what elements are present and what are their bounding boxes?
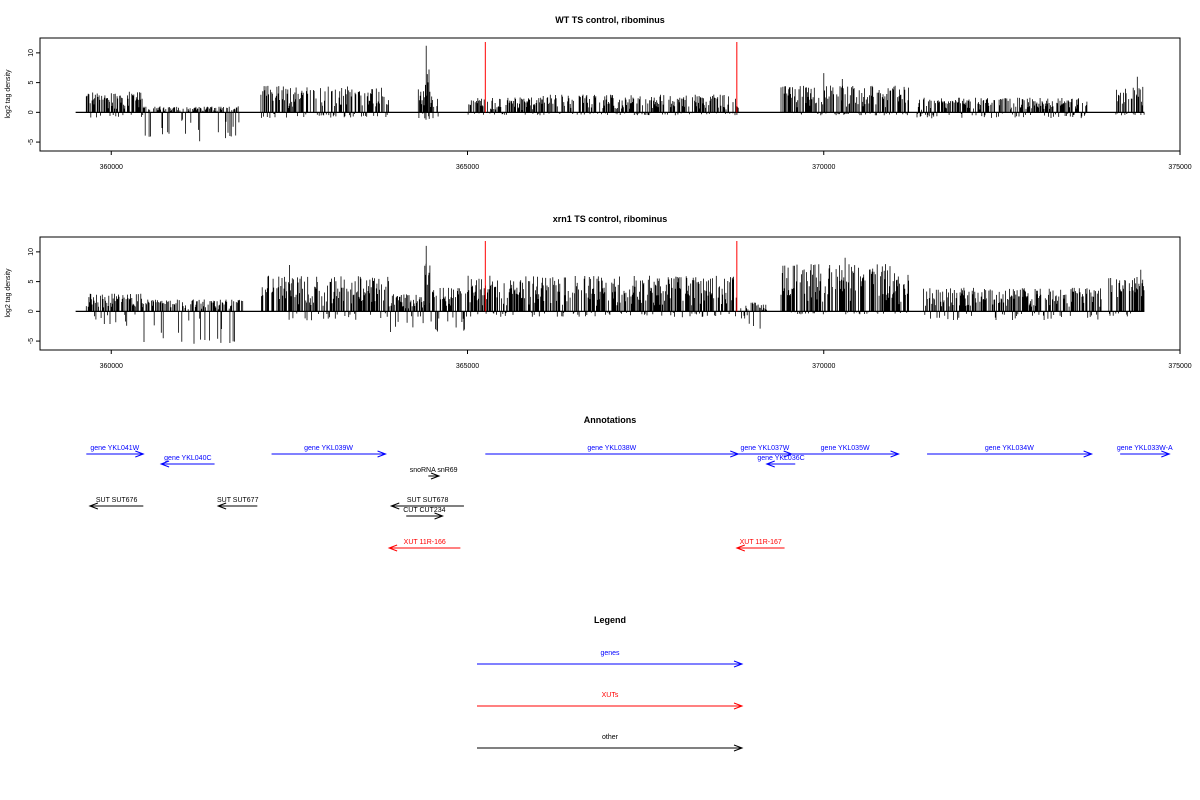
arrow-icon: [733, 744, 744, 752]
density-bars: [85, 45, 1145, 142]
panel-xrn1: xrn1 TS control, ribominus -5 0 5 10 360000 3…: [5, 214, 1192, 370]
feature-label: gene YKL039W: [304, 445, 353, 452]
feature-label: gene YKL041W: [90, 445, 139, 452]
panel-xrn1-bars: [75, 241, 1145, 344]
legend-item: genes: [477, 650, 744, 668]
legend-item: XUTs: [477, 692, 744, 710]
arrow-icon: [1161, 450, 1171, 458]
annotation-feature: SUT SUT676: [88, 497, 144, 510]
annotation-feature: gene YKL039W: [271, 445, 387, 458]
x-tick-label: 365000: [456, 363, 479, 370]
x-tick-label: 375000: [1168, 363, 1191, 370]
arrow-icon: [216, 502, 227, 510]
arrow-icon: [430, 472, 441, 480]
arrow-icon: [765, 460, 775, 468]
annotation-feature: gene YKL038W: [485, 445, 740, 458]
x-tick-label: 375000: [1168, 164, 1191, 171]
y-tick-label: 0: [28, 110, 35, 114]
panel-wt-title: WT TS control, ribominus: [555, 15, 665, 25]
feature-label: gene YKL040C: [164, 455, 211, 462]
feature-label: gene YKL035W: [821, 445, 870, 452]
y-tick-label: 5: [28, 280, 35, 284]
feature-label: CUT CUT234: [403, 507, 445, 514]
annotation-feature: SUT SUT678: [389, 497, 464, 510]
annotation-features: gene YKL041W gene YKL040C gene YKL039W gene…: [86, 445, 1173, 552]
y-tick-label: 0: [28, 309, 35, 313]
feature-label: gene YKL036C: [757, 455, 804, 462]
panel-wt: WT TS control, ribominus -5 0 5 10 360000 365…: [5, 15, 1192, 171]
feature-label: gene YKL034W: [985, 445, 1034, 452]
arrow-icon: [733, 702, 744, 710]
annotation-feature: snoRNA snR69: [410, 467, 458, 480]
x-tick-label: 360000: [100, 164, 123, 171]
annotation-feature: gene YKL033W-A: [1117, 445, 1173, 458]
feature-label: SUT SUT678: [407, 497, 449, 504]
annotation-feature: XUT 11R-167: [735, 539, 785, 552]
panel-xrn1-ylabel: log2 tag density: [5, 268, 12, 318]
arrow-icon: [434, 512, 444, 520]
y-tick-label: 10: [28, 248, 35, 256]
feature-label: gene YKL033W-A: [1117, 445, 1173, 452]
legend-title: Legend: [594, 615, 626, 625]
feature-label: gene YKL038W: [587, 445, 636, 452]
annotation-feature: SUT SUT677: [216, 497, 259, 510]
y-tick-label: 5: [28, 81, 35, 85]
feature-label: XUT 11R-167: [740, 539, 782, 546]
annotation-feature: gene YKL034W: [927, 445, 1094, 458]
panel-wt-ylabel: log2 tag density: [5, 69, 12, 119]
legend-label: other: [602, 734, 619, 741]
x-tick-label: 370000: [812, 363, 835, 370]
x-tick-label: 365000: [456, 164, 479, 171]
legend-label: XUTs: [602, 692, 619, 699]
arrow-icon: [389, 502, 400, 510]
annotation-feature: gene YKL040C: [159, 455, 215, 468]
arrow-icon: [1083, 450, 1094, 458]
panel-xrn1-axes: -5 0 5 10 360000 365000 370000 375000: [28, 248, 1192, 370]
arrow-icon: [159, 460, 170, 468]
arrow-icon: [377, 450, 387, 458]
feature-label: gene YKL037W: [741, 445, 790, 452]
x-tick-label: 370000: [812, 164, 835, 171]
annotation-feature: CUT CUT234: [403, 507, 446, 520]
x-tick-label: 360000: [100, 363, 123, 370]
legend-label: genes: [600, 650, 620, 657]
arrow-icon: [733, 660, 744, 668]
annotation-feature: XUT 11R-166: [387, 539, 461, 552]
annotation-feature: gene YKL036C: [757, 455, 805, 468]
y-tick-label: -5: [28, 139, 35, 145]
panel-wt-axes: -5 0 5 10 360000 365000 370000 375000: [28, 49, 1192, 171]
annotations-title: Annotations: [584, 415, 637, 425]
legend: Legend genes XUTs other: [477, 615, 744, 752]
arrow-icon: [88, 502, 99, 510]
panel-xrn1-title: xrn1 TS control, ribominus: [553, 214, 668, 224]
feature-label: SUT SUT676: [96, 497, 138, 504]
feature-label: XUT 11R-166: [404, 539, 446, 546]
panel-wt-bars: [75, 42, 1145, 142]
y-tick-label: 10: [28, 49, 35, 57]
arrow-icon: [387, 544, 398, 552]
legend-items: genes XUTs other: [477, 650, 744, 752]
panel-xrn1-frame: [39, 236, 1181, 351]
feature-label: SUT SUT677: [217, 497, 259, 504]
panel-wt-frame: [39, 37, 1181, 152]
y-tick-label: -5: [28, 338, 35, 344]
annotation-feature: gene YKL035W: [791, 445, 900, 458]
legend-item: other: [477, 734, 744, 752]
density-bars: [85, 245, 1145, 344]
annotation-feature: gene YKL041W: [86, 445, 145, 458]
arrow-icon: [735, 544, 746, 552]
arrow-icon: [135, 450, 145, 458]
arrow-icon: [890, 450, 900, 458]
feature-label: snoRNA snR69: [410, 467, 458, 474]
